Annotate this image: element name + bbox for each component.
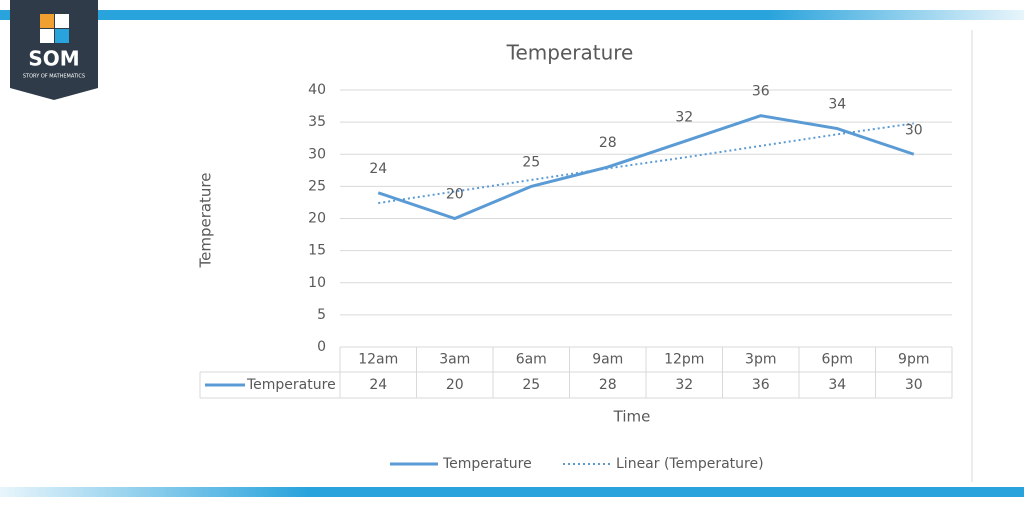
table-series-name: Temperature (246, 377, 336, 393)
data-label: 20 (446, 187, 464, 203)
x-axis-title: Time (613, 408, 651, 426)
data-label: 24 (369, 161, 387, 177)
logo-badge (10, 0, 98, 100)
y-tick-label: 5 (317, 307, 326, 323)
legend-label: Temperature (442, 456, 532, 472)
y-tick-label: 0 (317, 339, 326, 355)
table-value: 36 (752, 377, 770, 393)
table-value: 32 (675, 377, 693, 393)
y-tick-label: 20 (308, 211, 326, 227)
x-tick-label: 3pm (745, 352, 776, 368)
x-tick-label: 9am (592, 352, 623, 368)
logo-icon (55, 14, 69, 28)
logo-icon (55, 29, 69, 43)
x-tick-label: 6pm (822, 352, 853, 368)
x-tick-label: 12pm (664, 352, 704, 368)
data-label: 36 (752, 84, 770, 100)
bottom-band (0, 487, 1024, 497)
table-value: 30 (905, 377, 923, 393)
logo-icon (40, 14, 54, 28)
data-label: 32 (675, 109, 693, 125)
table-value: 20 (446, 377, 464, 393)
data-label: 28 (599, 135, 617, 151)
data-line (377, 114, 915, 221)
y-axis-title: Temperature (197, 172, 215, 268)
data-label: 25 (522, 154, 540, 170)
x-tick-label: 9pm (898, 352, 929, 368)
y-tick-label: 30 (308, 146, 326, 162)
table-value: 24 (369, 377, 387, 393)
y-tick-label: 15 (308, 243, 326, 259)
data-label: 34 (828, 97, 846, 113)
logo-icon (40, 29, 54, 43)
table-value: 34 (828, 377, 846, 393)
logo-title: SOM (28, 47, 79, 71)
table-value: 25 (522, 377, 540, 393)
chart-title: Temperature (506, 41, 634, 65)
x-tick-label: 12am (358, 352, 398, 368)
y-tick-label: 40 (308, 82, 326, 98)
table-value: 28 (599, 377, 617, 393)
x-tick-label: 3am (439, 352, 470, 368)
logo: SOM STORY OF MATHEMATICS (10, 0, 98, 100)
trend-line (378, 122, 914, 205)
data-label: 30 (905, 122, 923, 138)
top-band (0, 10, 1024, 20)
y-tick-label: 10 (308, 275, 326, 291)
logo-subtitle: STORY OF MATHEMATICS (23, 74, 85, 80)
y-tick-label: 35 (308, 114, 326, 130)
legend-label: Linear (Temperature) (616, 456, 764, 472)
x-tick-label: 6am (516, 352, 547, 368)
y-tick-label: 25 (308, 178, 326, 194)
